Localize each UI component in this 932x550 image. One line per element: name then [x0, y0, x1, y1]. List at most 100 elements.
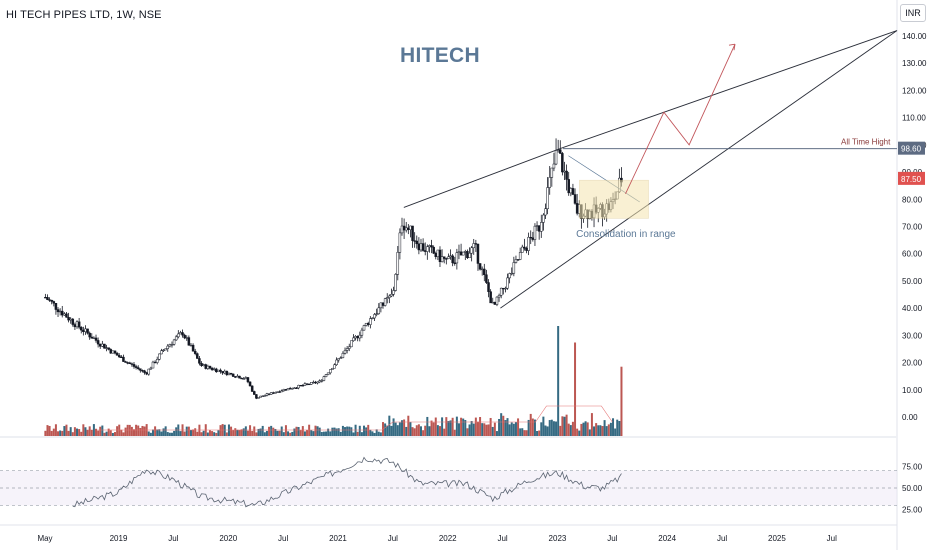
volume-bar	[552, 421, 555, 436]
volume-bar	[276, 430, 279, 436]
candle-body	[206, 365, 210, 369]
candle	[523, 238, 526, 251]
volume-bar	[344, 427, 347, 436]
volume-bar	[620, 366, 623, 436]
candle	[493, 301, 497, 305]
symbol-title: HI TECH PIPES LTD, 1W, NSE	[6, 9, 162, 21]
candle-body	[438, 249, 442, 263]
candle-body	[567, 179, 570, 194]
candle-body	[415, 240, 419, 245]
volume-bar	[57, 431, 60, 436]
candle-body	[94, 337, 98, 341]
candle	[390, 288, 393, 298]
candle-body	[480, 268, 484, 271]
candle-body	[331, 368, 334, 370]
volume-bar	[246, 430, 249, 436]
candle-body	[117, 355, 121, 358]
volume-bar	[557, 326, 560, 436]
volume-bar	[198, 424, 201, 436]
candle-body	[430, 245, 433, 248]
volume-bar	[559, 425, 562, 436]
candle-body	[499, 287, 503, 296]
currency-selector[interactable]: INR	[900, 4, 926, 22]
time-tick-label: 2023	[549, 534, 567, 543]
candle-body	[362, 325, 366, 331]
candle-body	[147, 368, 151, 375]
time-tick-label: Jul	[717, 534, 727, 543]
volume-bar	[519, 428, 522, 436]
candle-body	[575, 203, 579, 214]
candle	[544, 203, 547, 220]
rsi-pane: 75.00 50.00 25.00	[0, 456, 923, 515]
volume-bar	[54, 424, 57, 436]
candle-body	[457, 251, 461, 253]
volume-bar	[441, 417, 444, 436]
candle-body	[244, 377, 248, 379]
candle-body	[326, 372, 330, 375]
candle	[377, 303, 381, 315]
candle	[362, 324, 366, 331]
candle	[229, 372, 233, 376]
candle	[447, 253, 450, 260]
candle	[130, 362, 134, 367]
volume-bar	[616, 419, 619, 436]
projection-path	[625, 43, 736, 195]
candle	[512, 256, 516, 277]
candle-body	[381, 302, 385, 306]
candle	[335, 357, 338, 366]
volume-bar	[468, 424, 471, 436]
candle	[552, 152, 556, 172]
candle	[461, 251, 465, 256]
volume-bar	[510, 422, 513, 436]
candle-body	[223, 370, 226, 374]
candle	[438, 246, 442, 268]
volume-bar	[189, 429, 192, 436]
candle	[352, 334, 355, 342]
candle	[253, 390, 256, 395]
rsi-band	[0, 470, 897, 506]
volume-bar	[120, 429, 123, 436]
candle-body	[107, 347, 110, 350]
price-tick-label: 50.00	[902, 277, 923, 286]
candle-body	[48, 299, 51, 301]
candle	[143, 369, 146, 375]
candle	[415, 235, 419, 249]
candle-body	[531, 237, 535, 240]
candle	[71, 317, 75, 327]
volume-bar	[536, 430, 539, 436]
candle	[320, 379, 324, 383]
candle	[546, 177, 549, 215]
candle	[56, 307, 60, 318]
candle	[371, 317, 374, 320]
volume-bar	[567, 423, 570, 436]
volume-bar	[261, 425, 264, 436]
upper-trendline-2	[562, 30, 898, 149]
candle-body	[303, 383, 307, 386]
candle-body	[565, 170, 568, 180]
candle	[246, 377, 250, 384]
volume-bar	[154, 426, 157, 436]
volume-bar	[259, 428, 262, 436]
volume-bar	[443, 428, 446, 436]
candle-body	[246, 377, 250, 383]
volume-bar	[253, 426, 256, 436]
price-tick-label: 80.00	[902, 195, 923, 204]
candle-body	[234, 376, 237, 378]
candle-body	[215, 368, 218, 373]
volume-bar	[506, 418, 509, 436]
volume-bar	[434, 417, 437, 436]
candle-body	[288, 388, 292, 390]
volume-bar	[438, 426, 441, 436]
candle	[132, 361, 136, 369]
candle	[196, 352, 199, 359]
candle	[316, 381, 319, 385]
candle	[172, 338, 176, 346]
volume-bar	[164, 426, 167, 436]
candle-body	[132, 364, 136, 367]
candle-body	[177, 333, 180, 338]
volume-bar	[76, 428, 79, 436]
volume-bar	[605, 426, 608, 436]
volume-bar	[346, 426, 349, 436]
